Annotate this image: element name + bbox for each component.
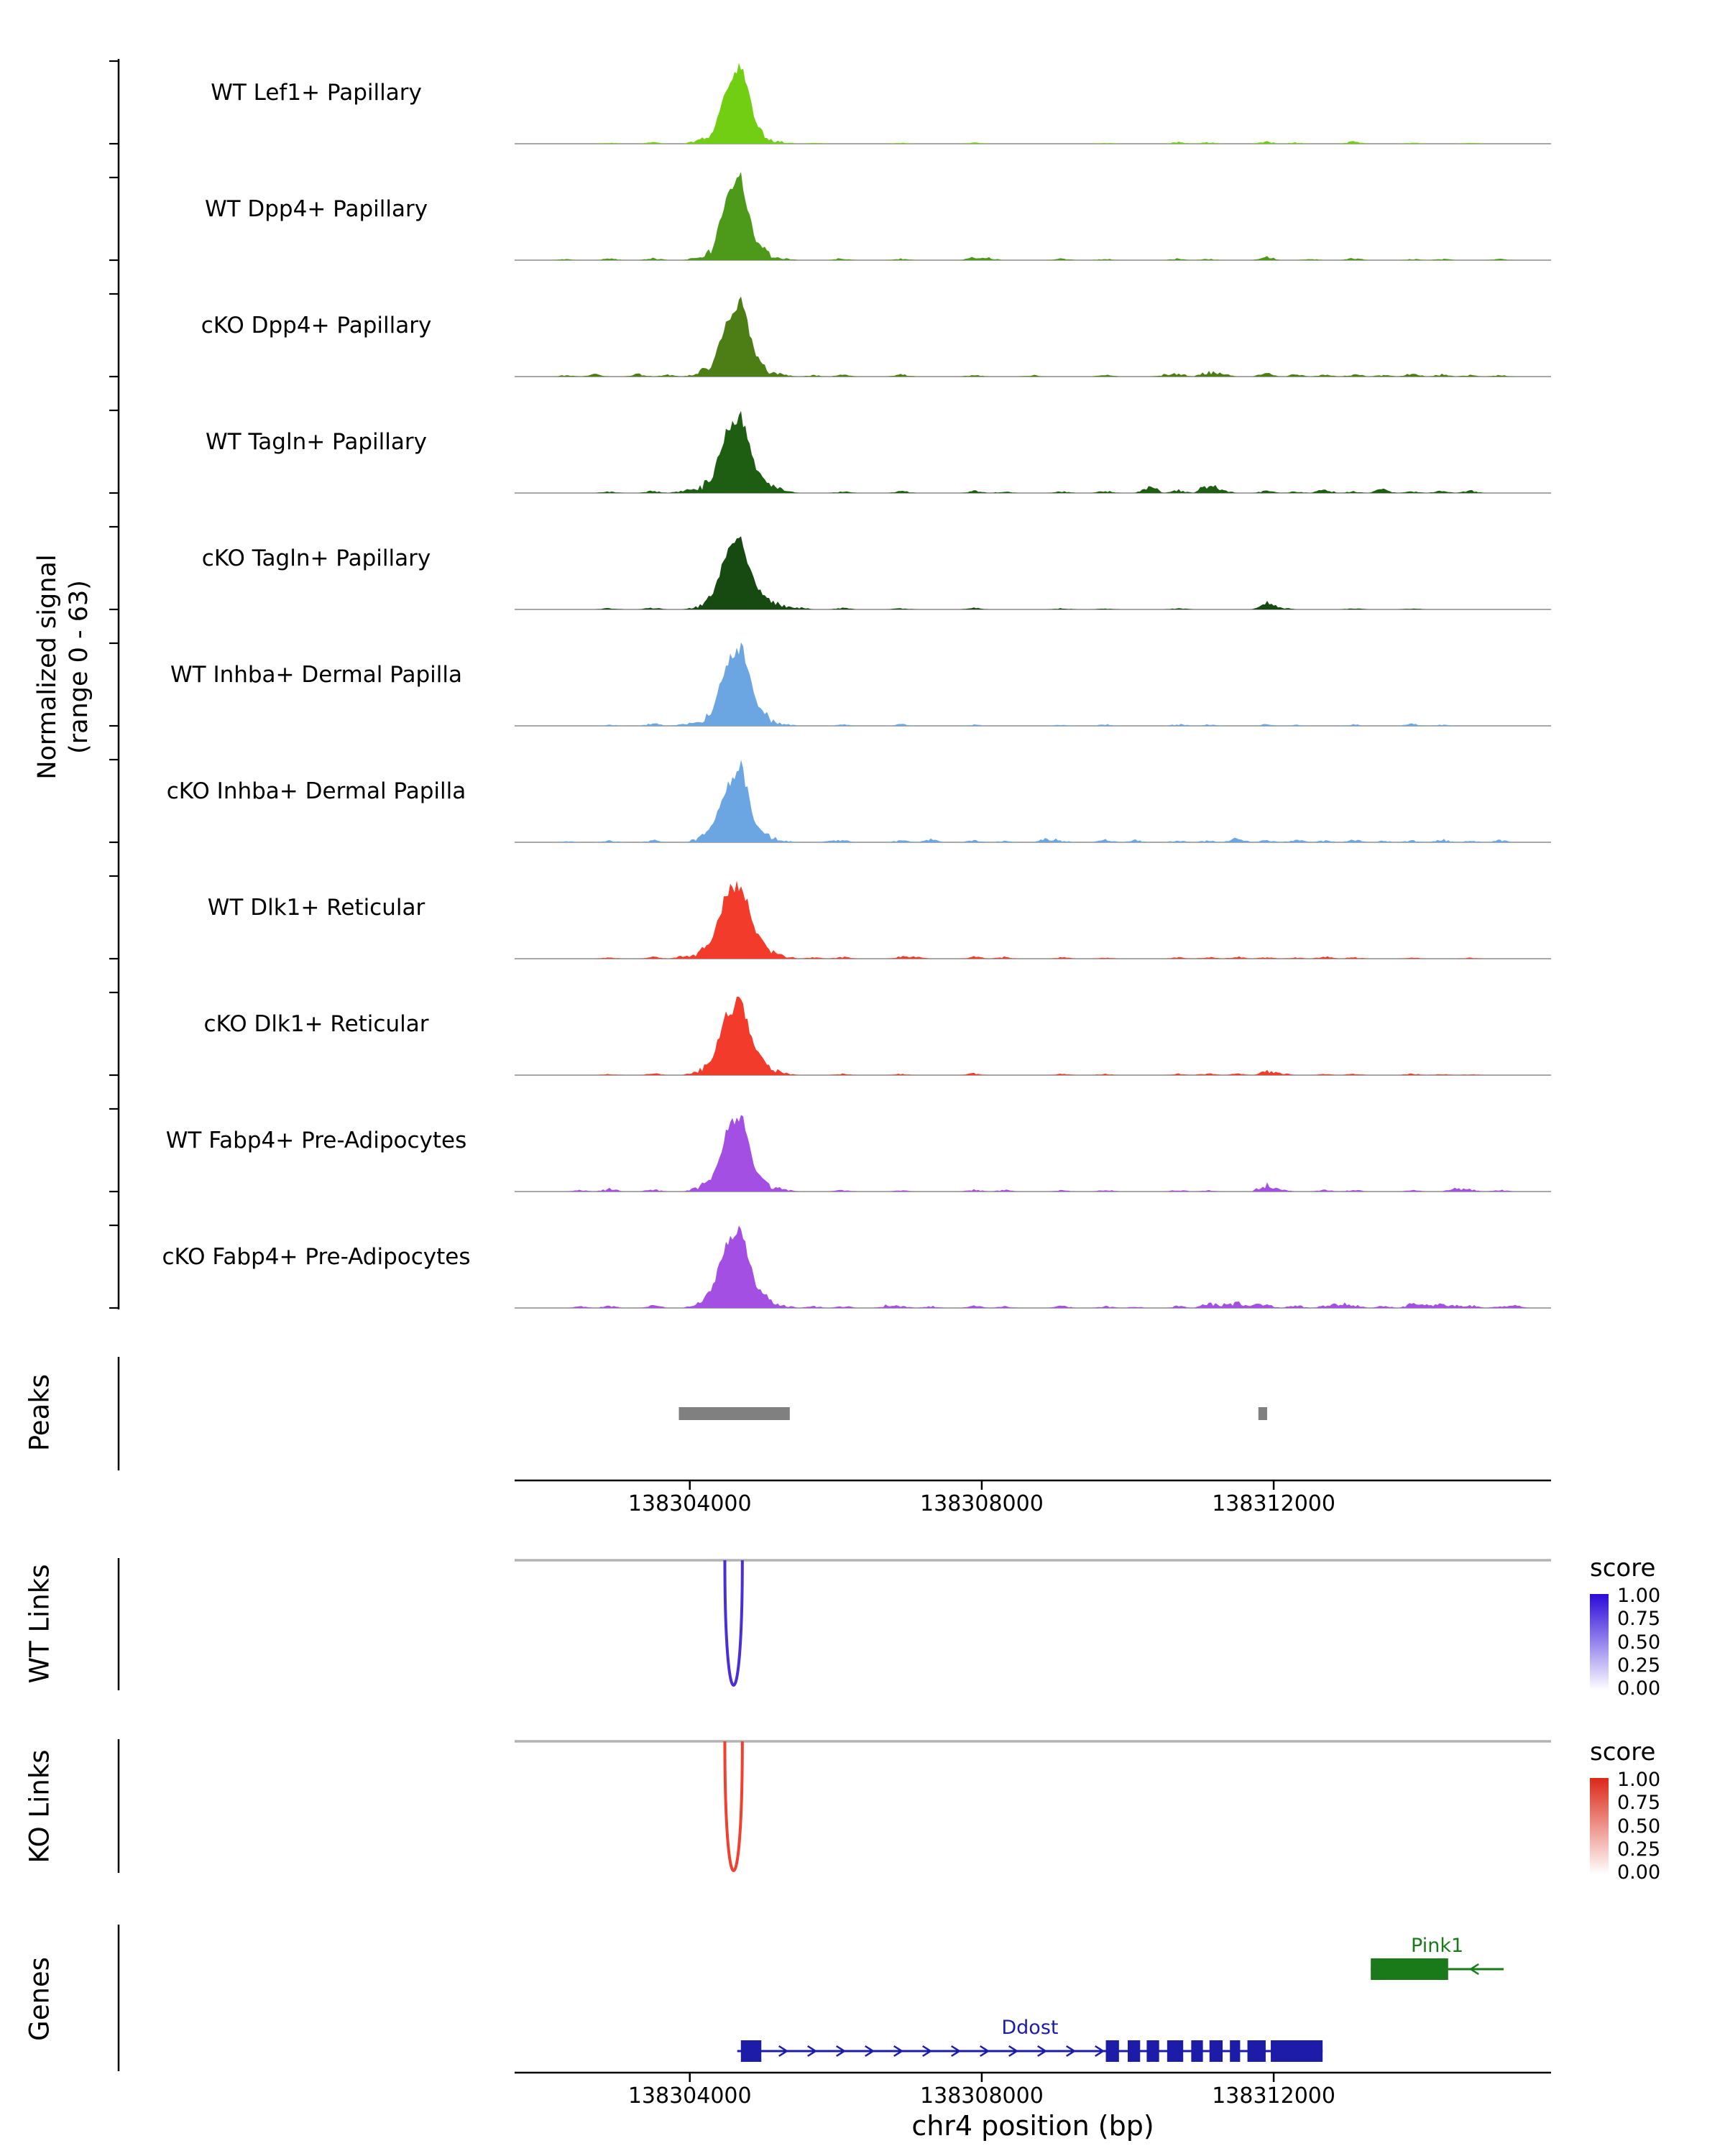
track-label-9: WT Fabp4+ Pre-Adipocytes [165, 1128, 467, 1153]
track-label-1: WT Dpp4+ Papillary [204, 196, 428, 222]
ko-link-arc [723, 1741, 744, 1872]
coverage-area-0 [515, 63, 1551, 144]
wt-link-arc [723, 1560, 744, 1687]
peak-rect [678, 1407, 790, 1420]
exon-rect-ddost [740, 2040, 762, 2062]
exon-rect-ddost [1146, 2040, 1159, 2062]
score-legend-tick-label: 0.00 [1617, 1861, 1661, 1884]
strand-arrow-ddost [1066, 2045, 1077, 2058]
track-label-3: WT Tagln+ Papillary [206, 429, 427, 455]
x-tick-label: 138312000 [1212, 2083, 1335, 2109]
track-label-8: cKO Dlk1+ Reticular [203, 1011, 429, 1037]
track-label-6: cKO Inhba+ Dermal Papilla [166, 778, 466, 804]
ko-score-gradient-bar [1590, 1778, 1609, 1874]
exon-rect-ddost [1105, 2040, 1119, 2062]
wt-score-legend: score 1.00 0.75 0.50 0.25 0.00 [1590, 1554, 1724, 1716]
strand-arrow-ddost [778, 2045, 789, 2058]
genes-section-label: Genes [24, 1957, 55, 2041]
strand-arrow-ddost [1008, 2045, 1019, 2058]
wt-score-legend-title: score [1590, 1554, 1656, 1583]
score-legend-tick-label: 0.75 [1617, 1792, 1661, 1815]
score-legend-tick-label: 0.25 [1617, 1654, 1661, 1677]
wt-score-legend-ticks: 1.00 0.75 0.50 0.25 0.00 [1617, 1585, 1660, 1700]
coverage-area-5 [515, 642, 1551, 726]
coverage-area-2 [515, 296, 1551, 377]
x-tick-label: 138308000 [920, 2083, 1044, 2109]
x-axis-title: chr4 position (bp) [911, 2110, 1154, 2142]
wt-score-legend-body: 1.00 0.75 0.50 0.25 0.00 [1590, 1585, 1724, 1716]
strand-arrow-pink1 [1468, 1963, 1479, 1976]
coverage-area-7 [515, 880, 1551, 959]
coverage-area-8 [515, 996, 1551, 1075]
exon-rect-ddost [1191, 2040, 1203, 2062]
exon-rect-ddost [1230, 2040, 1241, 2062]
strand-arrow-ddost [980, 2045, 990, 2058]
exon-rect-ddost [1209, 2040, 1223, 2062]
track-label-5: WT Inhba+ Dermal Papilla [170, 662, 462, 688]
score-legend-tick-label: 0.00 [1617, 1677, 1661, 1700]
track-label-10: cKO Fabp4+ Pre-Adipocytes [162, 1244, 471, 1270]
strand-arrow-ddost [836, 2045, 847, 2058]
strand-arrow-ddost [807, 2045, 818, 2058]
x-tick-label: 138308000 [920, 1491, 1044, 1516]
exon-rect-ddost [1271, 2040, 1323, 2062]
track-label-0: WT Lef1+ Papillary [211, 80, 422, 106]
x-tick-label: 138312000 [1212, 1491, 1335, 1516]
score-legend-tick-label: 0.50 [1617, 1631, 1661, 1654]
strand-arrow-ddost [1095, 2045, 1105, 2058]
wt-score-gradient-bar [1590, 1594, 1609, 1690]
score-legend-tick-label: 0.25 [1617, 1838, 1661, 1861]
coverage-area-10 [515, 1225, 1551, 1308]
coverage-area-9 [515, 1115, 1551, 1192]
strand-arrow-ddost [951, 2045, 962, 2058]
exon-rect-ddost [1128, 2040, 1141, 2062]
coverage-area-1 [515, 172, 1551, 260]
coverage-area-4 [515, 536, 1551, 609]
track-label-7: WT Dlk1+ Reticular [207, 895, 426, 921]
x-tick-label: 138304000 [628, 1491, 752, 1516]
ko-score-legend: score 1.00 0.75 0.50 0.25 0.00 [1590, 1738, 1724, 1900]
score-legend-tick-label: 0.75 [1617, 1608, 1661, 1631]
track-label-4: cKO Tagln+ Papillary [201, 545, 431, 571]
x-tick-label: 138304000 [628, 2083, 752, 2109]
strand-arrow-ddost [893, 2045, 904, 2058]
gene-label-pink1: Pink1 [1411, 1935, 1463, 1957]
ko-links-section-label: KO Links [24, 1749, 55, 1864]
exon-rect-ddost [1247, 2040, 1266, 2062]
coverage-area-6 [515, 760, 1551, 842]
exon-rect-pink1 [1371, 1958, 1448, 1980]
strand-arrow-ddost [1037, 2045, 1048, 2058]
ko-score-legend-ticks: 1.00 0.75 0.50 0.25 0.00 [1617, 1769, 1660, 1884]
ko-score-legend-title: score [1590, 1738, 1656, 1766]
peaks-section-label: Peaks [24, 1373, 55, 1452]
track-label-2: cKO Dpp4+ Papillary [201, 313, 432, 338]
score-legend-tick-label: 1.00 [1617, 1769, 1661, 1791]
score-legend-tick-label: 1.00 [1617, 1585, 1661, 1607]
strand-arrow-ddost [865, 2045, 875, 2058]
peak-rect [1258, 1407, 1267, 1420]
strand-arrow-ddost [922, 2045, 933, 2058]
gene-label-ddost: Ddost [1001, 2017, 1058, 2039]
exon-rect-ddost [1167, 2040, 1184, 2062]
score-legend-tick-label: 0.50 [1617, 1815, 1661, 1838]
ko-score-legend-body: 1.00 0.75 0.50 0.25 0.00 [1590, 1769, 1724, 1900]
coverage-area-3 [515, 410, 1551, 493]
